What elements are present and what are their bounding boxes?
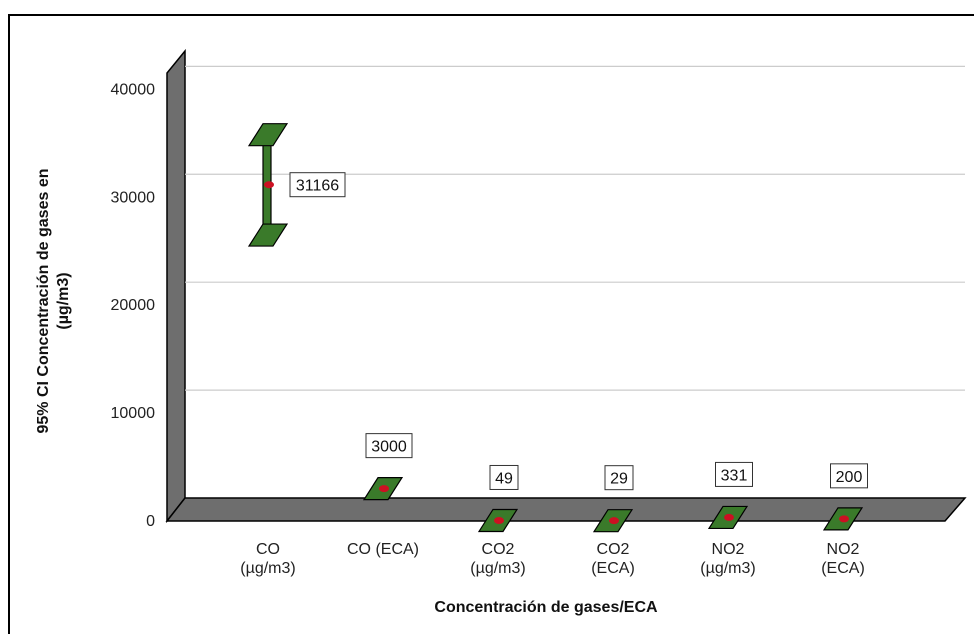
data-label: 31166	[296, 178, 339, 195]
error-bar-chart: 0 10000 20000 30000 40000 31166 3000 49 29 331 20…	[35, 48, 967, 616]
mean-marker	[494, 516, 504, 524]
y-tick-label: 30000	[111, 189, 156, 206]
error-bar: 200	[822, 463, 868, 531]
error-cap-lower	[247, 223, 289, 247]
x-category-label: CO2	[482, 541, 515, 558]
x-category-label: CO	[256, 541, 280, 558]
error-bar: 331	[707, 461, 753, 530]
chart-frame: 0 10000 20000 30000 40000 31166 3000 49 29 331 20…	[8, 14, 974, 634]
data-label: 200	[836, 469, 863, 486]
error-cap-upper	[247, 123, 289, 147]
chart-3d-walls	[165, 48, 967, 524]
error-bars: 31166 3000 49 29 331 200	[247, 123, 868, 533]
x-category-label-line2: (ECA)	[591, 560, 635, 577]
x-category-label: CO2	[597, 541, 630, 558]
data-label-box	[715, 461, 753, 487]
x-category-label-line2: (µg/m3)	[700, 560, 755, 577]
x-category-label: NO2	[712, 541, 745, 558]
y-tick-label: 20000	[111, 297, 156, 314]
y-axis-title-line2: (µg/m3)	[55, 272, 72, 329]
x-category-label: CO (ECA)	[347, 541, 419, 558]
data-label: 29	[610, 471, 628, 488]
y-tick-label: 10000	[111, 405, 156, 422]
x-axis-title: Concentración de gases/ECA	[434, 599, 658, 616]
x-category-label: NO2	[827, 541, 860, 558]
side-wall	[166, 48, 186, 524]
floor-plane	[165, 497, 967, 522]
mean-marker	[609, 517, 619, 525]
mean-marker	[264, 181, 274, 189]
y-tick-label: 0	[146, 513, 155, 530]
x-category-label-line2: (µg/m3)	[240, 560, 295, 577]
mean-marker	[724, 513, 734, 521]
x-axis-categories: CO (µg/m3) CO (ECA) CO2 (µg/m3) CO2 (ECA) NO2 (µ…	[240, 541, 865, 577]
data-label: 3000	[371, 439, 407, 456]
error-bar: 31166	[247, 123, 346, 247]
data-label-box	[604, 465, 634, 491]
data-label: 331	[721, 467, 748, 484]
mean-marker	[839, 515, 849, 523]
data-label-box	[489, 464, 519, 490]
mean-marker	[379, 485, 389, 493]
x-category-label-line2: (µg/m3)	[470, 560, 525, 577]
y-axis-ticks: 0 10000 20000 30000 40000	[111, 81, 156, 530]
data-label-box	[830, 463, 868, 489]
error-bar: 49	[477, 464, 519, 533]
y-tick-label: 40000	[111, 81, 156, 98]
x-category-label-line2: (ECA)	[821, 560, 865, 577]
data-label-box	[289, 172, 346, 198]
data-label: 49	[495, 470, 513, 487]
error-bar: 29	[592, 465, 634, 533]
error-bar: 3000	[362, 433, 413, 501]
data-label-box	[365, 433, 413, 459]
y-axis-title-line1: 95% CI Concentración de gases en	[35, 169, 52, 434]
gridlines	[185, 65, 965, 391]
